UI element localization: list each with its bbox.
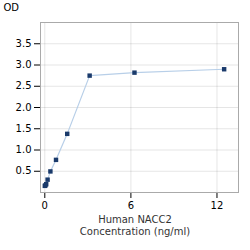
svg-text:1.0: 1.0 — [16, 144, 32, 155]
svg-text:6: 6 — [128, 200, 134, 211]
svg-text:2.0: 2.0 — [16, 102, 32, 113]
svg-text:0: 0 — [42, 200, 48, 211]
svg-text:3.5: 3.5 — [16, 38, 32, 49]
svg-text:OD: OD — [4, 2, 20, 13]
svg-text:0.5: 0.5 — [16, 165, 32, 176]
svg-text:3.0: 3.0 — [16, 59, 32, 70]
svg-text:2.5: 2.5 — [16, 80, 32, 91]
svg-text:1.5: 1.5 — [16, 123, 32, 134]
svg-text:12: 12 — [211, 200, 224, 211]
html-text:Human NACC2 Concentration (ng/: Human NACC2 Concentration (ng/ml) — [79, 214, 191, 237]
